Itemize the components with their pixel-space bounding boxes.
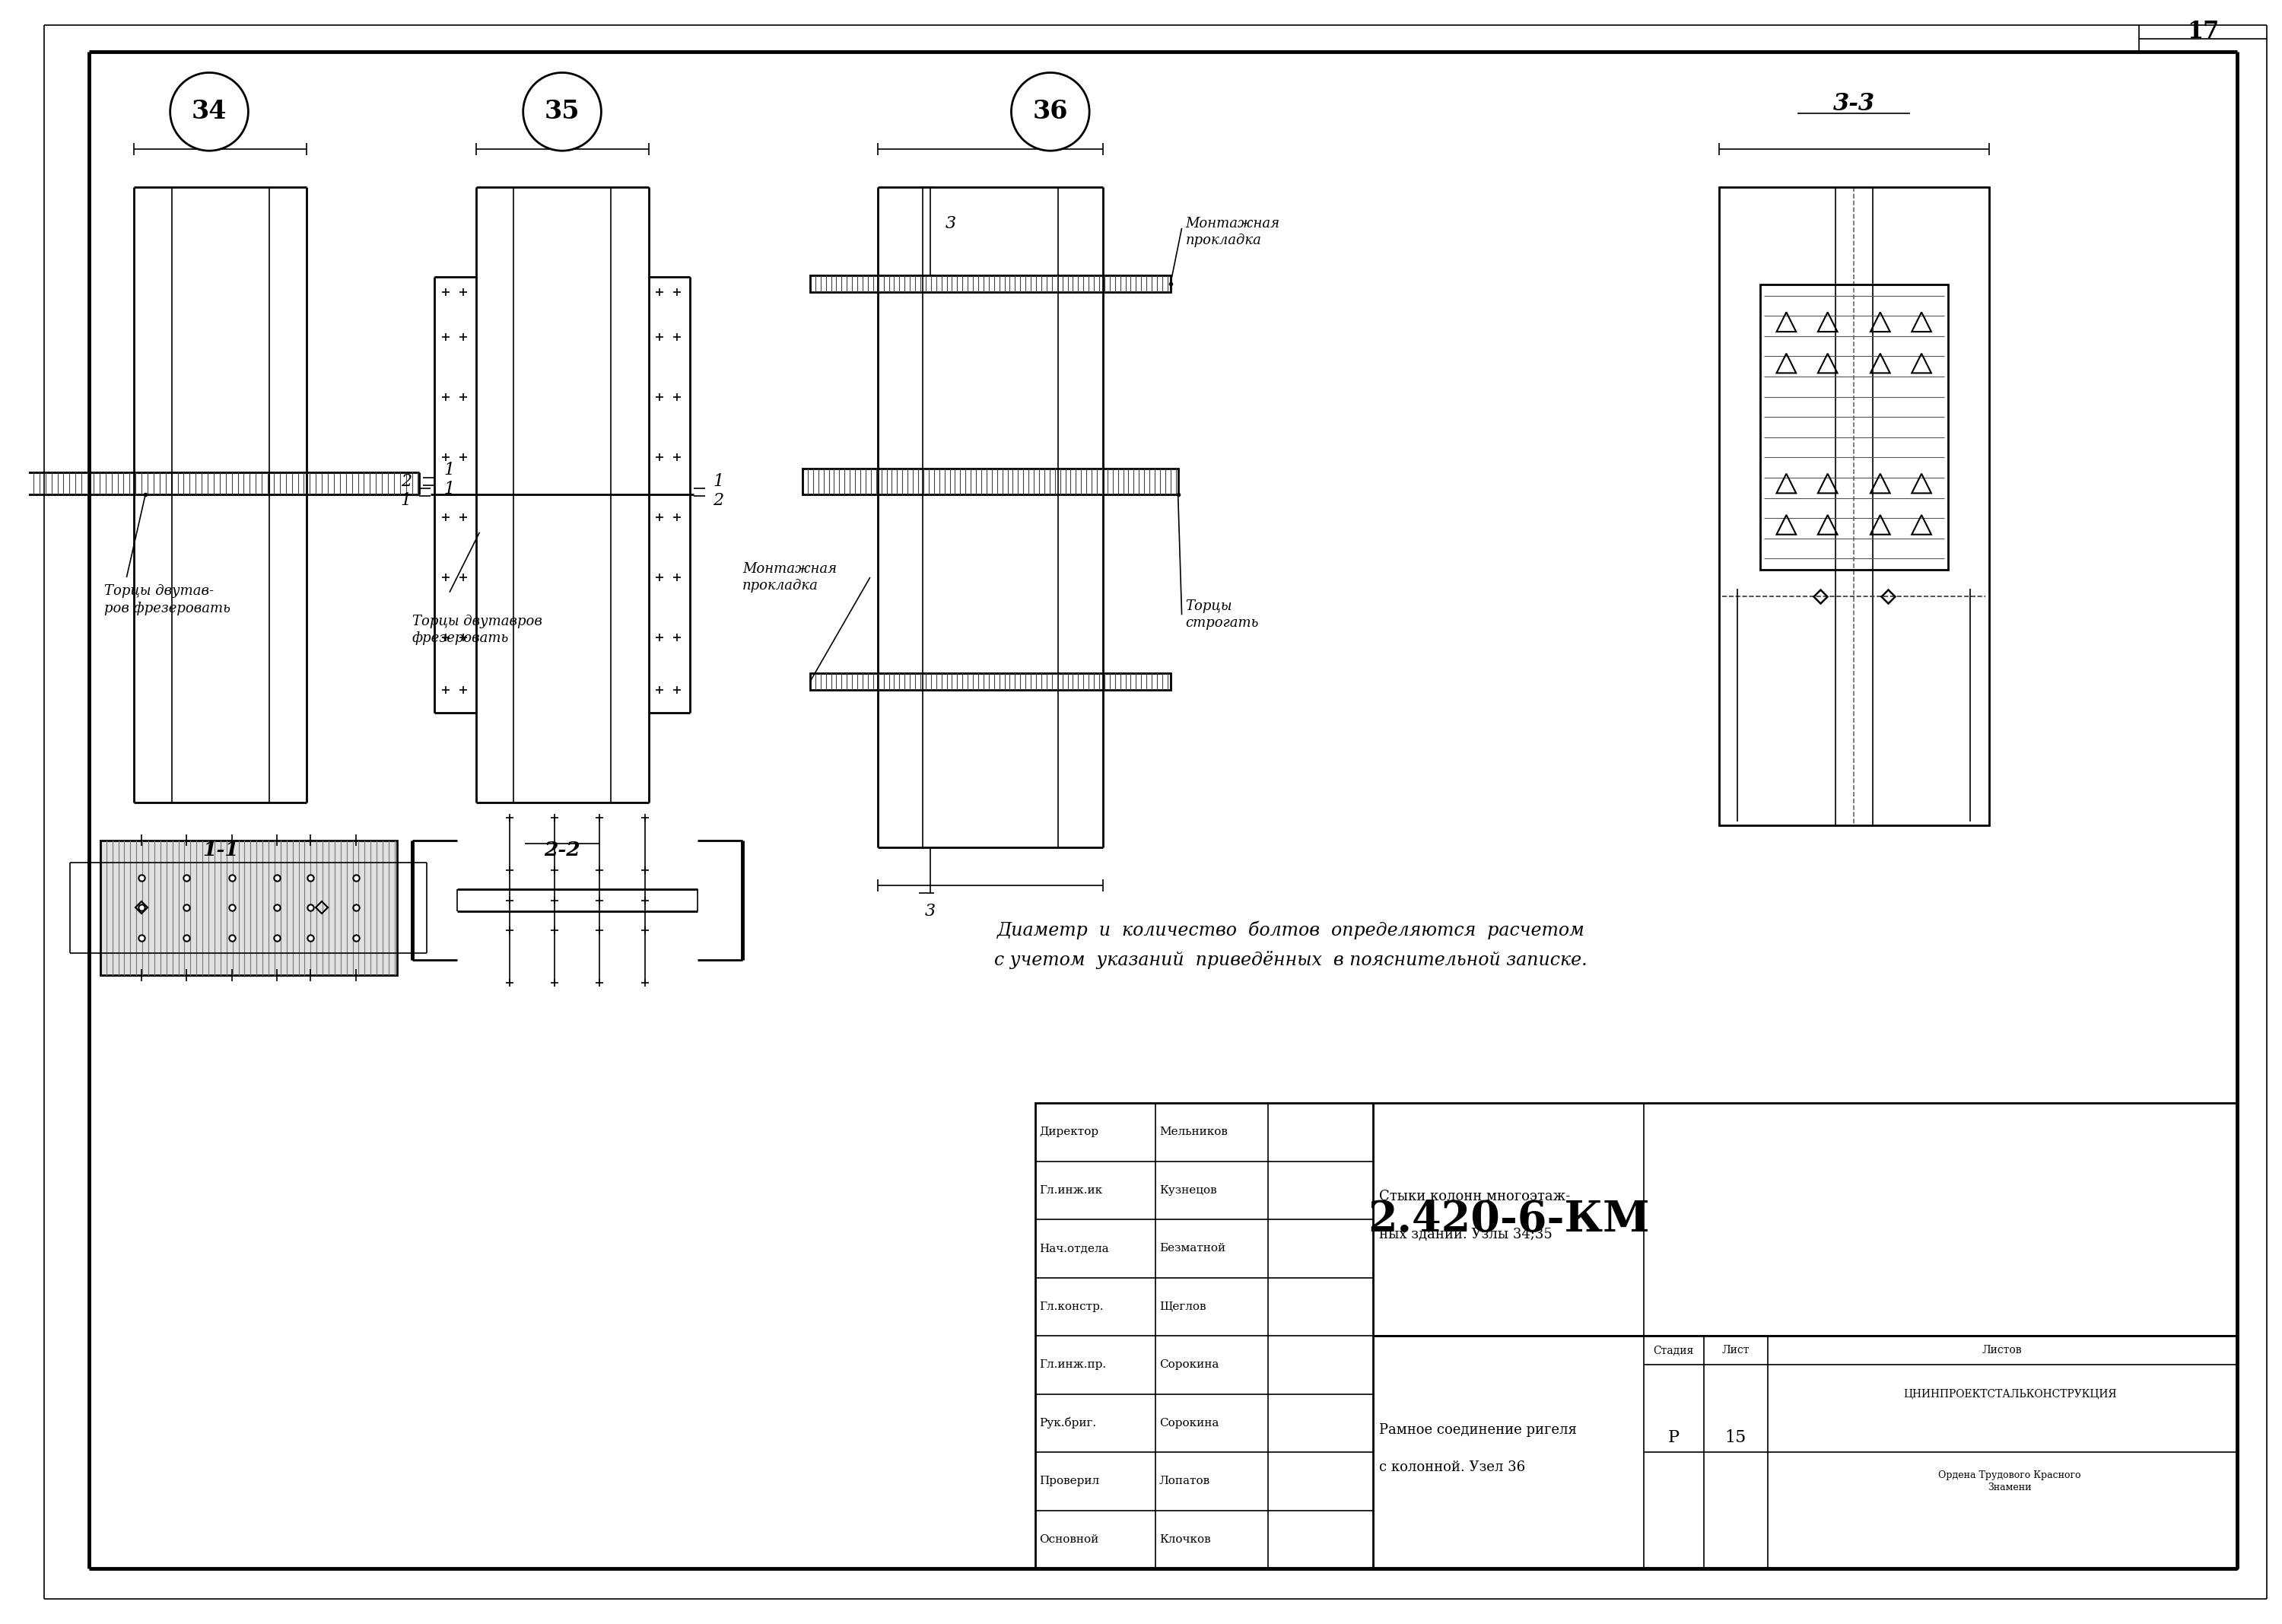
Text: 2-2: 2-2	[543, 840, 580, 859]
Text: 3: 3	[945, 216, 956, 232]
Text: Кузнецов: Кузнецов	[1159, 1186, 1216, 1195]
Circle shape	[523, 73, 600, 151]
Text: с учетом  указаний  приведённых  в пояснительной записке.: с учетом указаний приведённых в поясните…	[995, 952, 1588, 970]
Text: Стадия: Стадия	[1654, 1345, 1693, 1356]
Text: Стыки колонн многоэтаж-: Стыки колонн многоэтаж-	[1378, 1190, 1570, 1203]
Text: Безматной: Безматной	[1159, 1244, 1225, 1254]
Circle shape	[1011, 73, 1089, 151]
Text: 1: 1	[445, 461, 454, 479]
Bar	[1718, 187, 1990, 825]
Text: Монтажная
прокладка: Монтажная прокладка	[742, 562, 837, 593]
Text: Мельников: Мельников	[1159, 1127, 1228, 1137]
Text: 17: 17	[2186, 19, 2218, 44]
Text: Ордена Трудового Красного
Знамени: Ордена Трудового Красного Знамени	[1937, 1470, 2081, 1492]
Text: 2.420-6-КМ: 2.420-6-КМ	[1367, 1199, 1650, 1241]
Text: Клочков: Клочков	[1159, 1535, 1212, 1544]
Bar	[810, 674, 1171, 690]
Text: 1: 1	[402, 492, 411, 508]
Text: Сорокина: Сорокина	[1159, 1418, 1219, 1429]
Text: 1-1: 1-1	[203, 840, 240, 859]
Text: Основной: Основной	[1038, 1535, 1098, 1544]
Text: Лопатов: Лопатов	[1159, 1476, 1209, 1486]
Text: Рук.бриг.: Рук.бриг.	[1038, 1418, 1095, 1429]
Text: Проверил: Проверил	[1038, 1476, 1100, 1486]
Text: Лист: Лист	[1723, 1345, 1750, 1356]
Bar	[1759, 284, 1949, 570]
Text: Сорокина: Сорокина	[1159, 1359, 1219, 1371]
Text: ных зданий. Узлы 34;35: ных зданий. Узлы 34;35	[1378, 1228, 1552, 1241]
Text: 1: 1	[712, 473, 723, 489]
Text: 36: 36	[1034, 99, 1068, 125]
Text: ЦНИНПРОЕКТСТАЛЬКОНСТРУКЦИЯ: ЦНИНПРОЕКТСТАЛЬКОНСТРУКЦИЯ	[1903, 1389, 2115, 1400]
Text: 3-3: 3-3	[1832, 93, 1876, 115]
Text: Директор: Директор	[1038, 1127, 1098, 1137]
Text: Монтажная
прокладка: Монтажная прокладка	[1187, 216, 1280, 247]
Bar	[1036, 1103, 2236, 1569]
Text: Торцы двутав-
ров фрезеровать: Торцы двутав- ров фрезеровать	[105, 585, 230, 615]
Text: 2: 2	[712, 492, 723, 508]
Text: 35: 35	[545, 99, 580, 125]
Text: Торцы двутавров
фрезеровать: Торцы двутавров фрезеровать	[413, 614, 541, 645]
Bar	[803, 468, 1178, 495]
Text: Нач.отдела: Нач.отдела	[1038, 1244, 1109, 1254]
Text: 34: 34	[192, 99, 226, 125]
Text: 2: 2	[402, 473, 411, 489]
Text: Диаметр  и  количество  болтов  определяются  расчетом: Диаметр и количество болтов определяются…	[997, 921, 1584, 940]
Text: Гл.инж.ик: Гл.инж.ик	[1038, 1186, 1102, 1195]
Text: Листов: Листов	[1983, 1345, 2022, 1356]
Text: 15: 15	[1725, 1429, 1746, 1445]
Text: Гл.констр.: Гл.констр.	[1038, 1301, 1104, 1312]
Bar	[810, 276, 1171, 292]
Text: Щеглов: Щеглов	[1159, 1301, 1205, 1312]
Text: 1: 1	[445, 481, 454, 499]
Text: Торцы
строгать: Торцы строгать	[1187, 599, 1260, 630]
Text: с колонной. Узел 36: с колонной. Узел 36	[1378, 1460, 1524, 1475]
Text: Гл.инж.пр.: Гл.инж.пр.	[1038, 1359, 1107, 1371]
Bar	[100, 840, 397, 976]
Text: Рамное соединение ригеля: Рамное соединение ригеля	[1378, 1423, 1577, 1437]
Circle shape	[171, 73, 249, 151]
Text: Р: Р	[1668, 1429, 1680, 1445]
Text: 3: 3	[924, 903, 936, 919]
